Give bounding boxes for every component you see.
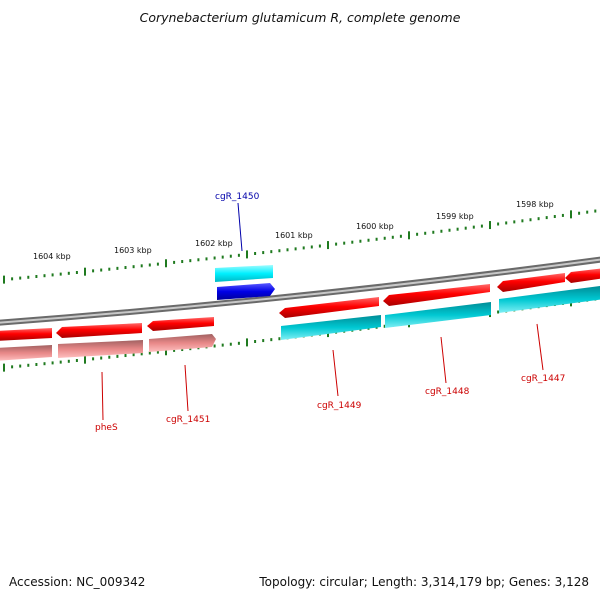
scale-label: 1602 kbp bbox=[195, 239, 233, 248]
gene-arrow[interactable] bbox=[279, 297, 379, 318]
scale-label: 1603 kbp bbox=[114, 246, 152, 255]
gene-arrow[interactable] bbox=[281, 315, 381, 340]
gene-label[interactable]: cgR_1450 bbox=[215, 192, 260, 202]
genome-title: Corynebacterium glutamicum R, complete g… bbox=[139, 10, 461, 25]
label-leader-line bbox=[440, 336, 447, 384]
label-leader-line bbox=[101, 371, 104, 421]
gene-label[interactable]: cgR_1451 bbox=[166, 415, 210, 425]
label-leader-line bbox=[184, 364, 189, 412]
gene-arrow[interactable] bbox=[58, 340, 143, 358]
gene-arrow[interactable] bbox=[56, 323, 142, 338]
gene-label[interactable]: cgR_1449 bbox=[317, 401, 362, 411]
gene-arrow[interactable] bbox=[0, 328, 52, 341]
upper-scale-ticks bbox=[3, 209, 597, 284]
label-leader-line bbox=[536, 323, 544, 371]
gene-label[interactable]: pheS bbox=[95, 423, 118, 433]
gene-arrow[interactable] bbox=[149, 334, 216, 352]
reverse-gene-track bbox=[0, 334, 216, 361]
gene-arrow-selected[interactable] bbox=[217, 283, 275, 300]
scale-label: 1600 kbp bbox=[356, 222, 394, 231]
label-leader-line bbox=[332, 349, 339, 397]
gene-arrow-cyan-highlight[interactable] bbox=[215, 265, 273, 282]
gene-arrow[interactable] bbox=[0, 345, 52, 361]
genome-backbone-highlight bbox=[0, 258, 600, 324]
gene-arrow[interactable] bbox=[565, 268, 600, 283]
gene-label[interactable]: cgR_1448 bbox=[425, 387, 470, 397]
gene-arrow[interactable] bbox=[497, 273, 565, 292]
scale-label: 1601 kbp bbox=[275, 231, 313, 240]
scale-label: 1599 kbp bbox=[436, 212, 474, 221]
gene-arrow[interactable] bbox=[385, 302, 491, 328]
gene-arrow[interactable] bbox=[383, 284, 490, 306]
gene-arrow[interactable] bbox=[147, 317, 214, 331]
scale-label: 1598 kbp bbox=[516, 200, 554, 209]
cyan-gene-track bbox=[281, 286, 600, 340]
gene-label[interactable]: cgR_1447 bbox=[521, 374, 565, 384]
forward-gene-track bbox=[0, 268, 600, 341]
genome-summary-text: Topology: circular; Length: 3,314,179 bp… bbox=[259, 575, 589, 589]
label-leader-line bbox=[237, 202, 243, 252]
scale-label: 1604 kbp bbox=[33, 252, 71, 261]
accession-text: Accession: NC_009342 bbox=[9, 575, 146, 589]
gene-arrow[interactable] bbox=[499, 286, 600, 313]
